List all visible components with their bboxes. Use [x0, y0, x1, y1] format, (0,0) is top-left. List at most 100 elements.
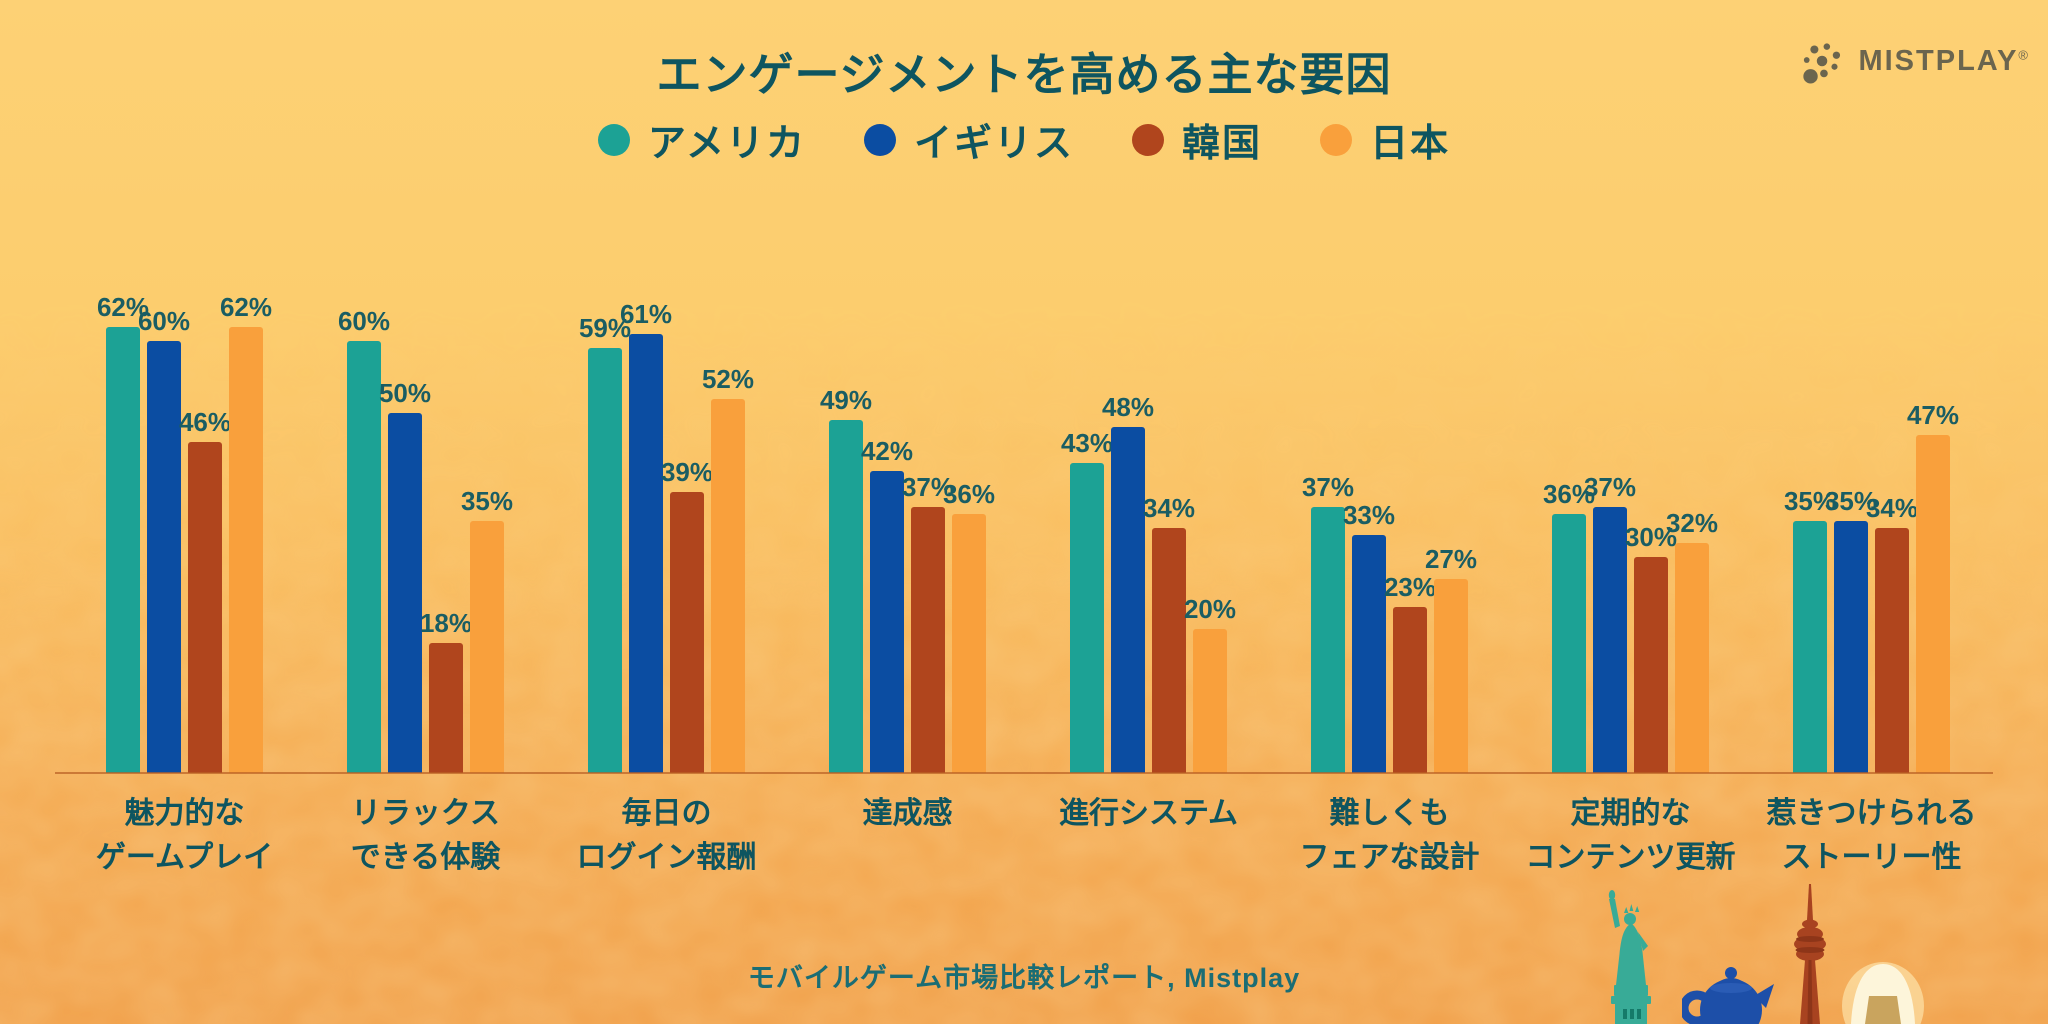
bar-value-label: 33%: [1342, 500, 1396, 531]
bar: 39%: [661, 457, 713, 773]
mistplay-logo: MISTPLAY®: [1800, 38, 2030, 84]
bar: 60%: [338, 306, 390, 773]
bar-value-label: 34%: [1142, 493, 1196, 524]
bar: 20%: [1184, 594, 1236, 773]
legend-label: 日本: [1370, 123, 1451, 165]
legend-swatch-icon: [864, 123, 897, 156]
bar-value-label: 20%: [1183, 594, 1237, 624]
bar-value-label: 36%: [942, 478, 996, 509]
bar: 27%: [1425, 544, 1477, 773]
bar: 60%: [138, 306, 190, 773]
category-label-0: 魅力的な ゲームプレイ: [95, 797, 274, 874]
bar-group-6: 36% 37% 30% 32%: [1543, 472, 1718, 773]
category-label-1: リラックス できる体験: [350, 797, 501, 874]
bar: 37%: [1584, 472, 1636, 773]
bar-group-3: 49% 42% 37% 36%: [820, 385, 995, 773]
bar: 35%: [461, 486, 513, 773]
bar-value-label: 61%: [619, 298, 673, 329]
bar: 48%: [1102, 392, 1154, 773]
bar-group-5: 37% 33% 23% 27%: [1302, 472, 1477, 773]
bar-group-1: 60% 50% 18% 35%: [338, 306, 513, 773]
bar-value-label: 39%: [660, 457, 714, 488]
bar-value-label: 52%: [701, 363, 755, 394]
bar: 34%: [1143, 493, 1195, 773]
bar: 35%: [1784, 486, 1836, 773]
bar: 34%: [1866, 493, 1918, 773]
bar-value-label: 62%: [96, 291, 150, 322]
bar: 62%: [220, 292, 272, 773]
category-label-7: 惹きつけられる ストーリー性: [1766, 797, 1977, 874]
legend-swatch-icon: [597, 123, 630, 156]
bar-value-label: 47%: [1906, 399, 1960, 430]
category-label-3: 達成感: [862, 797, 953, 830]
bar-value-label: 60%: [137, 306, 191, 336]
bar: 36%: [1543, 479, 1595, 773]
bar: 23%: [1384, 572, 1436, 773]
category-label-6: 定期的な コンテンツ更新: [1525, 797, 1736, 874]
bar: 52%: [702, 364, 754, 773]
bar-value-label: 35%: [1783, 486, 1837, 516]
bar: 49%: [820, 385, 872, 773]
legend-label: 韓国: [1182, 123, 1263, 165]
bar: 46%: [179, 407, 231, 773]
bar-value-label: 35%: [1824, 486, 1878, 516]
bar-value-label: 43%: [1060, 428, 1114, 459]
x-axis-line: [55, 772, 1993, 774]
legend-item-3: 日本: [1320, 112, 1450, 167]
bar: 33%: [1343, 500, 1395, 773]
bar-value-label: 42%: [860, 435, 914, 466]
mistplay-dots-icon: [1803, 43, 1841, 84]
bar-value-label: 30%: [1624, 522, 1678, 552]
bar: 61%: [620, 299, 672, 773]
bar-group-0: 62% 60% 46% 62%: [97, 292, 272, 773]
bar-value-label: 49%: [819, 385, 873, 416]
bar-value-label: 23%: [1383, 572, 1437, 603]
bar: 37%: [902, 472, 954, 773]
bar: 42%: [861, 436, 913, 773]
bar: 32%: [1666, 508, 1718, 773]
bar-value-label: 18%: [419, 608, 473, 639]
bar-group-4: 43% 48% 34% 20%: [1061, 392, 1236, 773]
mistplay-logo-text: MISTPLAY®: [1858, 44, 2030, 77]
bar-value-label: 35%: [460, 486, 514, 516]
bar-group-2: 59% 61% 39% 52%: [579, 299, 754, 773]
bar-value-label: 27%: [1424, 543, 1478, 574]
bar: 37%: [1302, 472, 1354, 773]
source-caption: モバイルゲーム市場比較レポート, Mistplay: [747, 963, 1301, 993]
bar: 35%: [1825, 486, 1877, 773]
bar-value-label: 36%: [1542, 478, 1596, 509]
category-label-2: 毎日の ログイン報酬: [576, 797, 757, 874]
bar: 47%: [1907, 400, 1959, 773]
legend-item-0: アメリカ: [597, 112, 807, 167]
bar-value-label: 37%: [1583, 471, 1637, 502]
bar-groups: 62% 60% 46% 62% 60% 50% 18% 35% 59% 61% 39% 52% 49% 4…: [97, 292, 1959, 773]
category-label-4: 進行システム: [1058, 797, 1239, 830]
bar-value-label: 34%: [1865, 493, 1919, 524]
category-label-5: 難しくも フェアな設計: [1299, 797, 1480, 874]
registered-mark: ®: [2018, 46, 2030, 62]
chart-legend: アメリカ イギリス 韓国 日本: [0, 112, 2048, 167]
bar: 36%: [943, 479, 995, 773]
seoul-tower-illustration: [1794, 884, 1826, 1024]
legend-label: イギリス: [914, 123, 1075, 165]
bar-value-label: 48%: [1101, 392, 1155, 423]
legend-swatch-icon: [1320, 123, 1353, 156]
bar: 43%: [1061, 428, 1113, 773]
bar: 30%: [1625, 522, 1677, 773]
legend-label: アメリカ: [647, 123, 807, 165]
bar-value-label: 37%: [1301, 471, 1355, 502]
legend-item-2: 韓国: [1132, 112, 1262, 167]
bar-value-label: 37%: [901, 471, 955, 502]
bar: 18%: [420, 608, 472, 773]
bar-value-label: 32%: [1665, 507, 1719, 538]
legend-item-1: イギリス: [864, 112, 1074, 167]
bar: 50%: [379, 378, 431, 773]
bar-value-label: 60%: [337, 306, 391, 336]
category-labels: 魅力的な ゲームプレイ リラックス できる体験 毎日の ログイン報酬 達成感 進行システム 難し…: [95, 792, 1977, 880]
legend-swatch-icon: [1132, 123, 1165, 156]
bar-value-label: 62%: [219, 291, 273, 322]
bar-value-label: 46%: [178, 406, 232, 437]
bar-group-7: 35% 35% 34% 47%: [1784, 400, 1959, 773]
bar: 59%: [579, 313, 631, 773]
